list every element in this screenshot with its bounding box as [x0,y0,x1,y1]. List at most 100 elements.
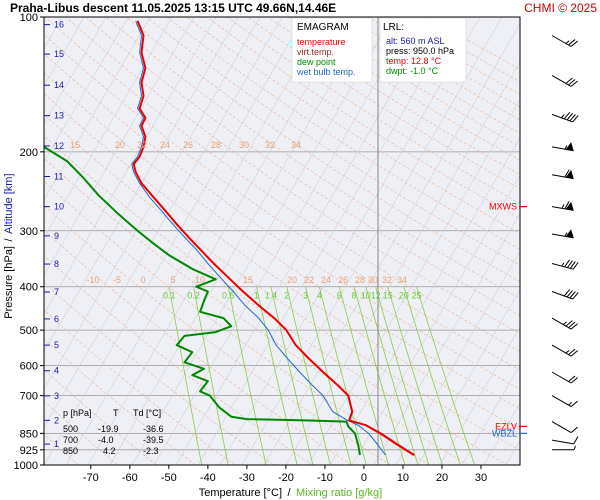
dry-adiabat-label: 15 [70,140,80,150]
wind-barb-staff [551,371,572,384]
x-axis-title: Temperature [°C] / Mixing ratio [g/kg] [199,487,382,499]
plot-frame [43,16,521,466]
skew-guide [329,137,520,465]
series-line-wet-bulb-temp [131,20,386,456]
skew-guide [44,17,283,428]
dry-adiabat [166,17,520,250]
temperature-tick-label: 30 [475,472,487,484]
altitude-tick-label: 5 [54,340,59,350]
dry-adiabat-label: 34 [291,140,301,150]
pressure-tick-label: 850 [20,428,38,440]
mixing-ratio-label: 1.4 [265,291,278,301]
table-row-500-td: -36.6 [143,424,164,434]
wind-barb-pennant [565,142,574,151]
dry-adiabat-label: 5 [170,275,175,285]
wind-barb-half [561,114,565,119]
dry-adiabat-label: 30 [368,275,378,285]
wind-barb [551,344,578,357]
mixing-ratio-labels: 0.1 0.2 0.5 1 1.4 2 3 4 6 8 10 12 15 20 25 [163,291,422,301]
level-marker-label: WBZL [492,428,517,438]
mixing-ratio-line [227,286,267,465]
wind-barb-half [562,321,567,325]
temperature-tick-label: -50 [161,472,177,484]
dry-adiabat-label: 24 [321,275,331,285]
altitude-tick-label: 1 [54,439,59,449]
sounding-table: p [hPa] T Td [°C] 500 -19.9 -36.6 700 -4… [63,408,164,456]
wind-barb-half [573,445,576,450]
mixing-ratio-line [168,286,203,465]
mixing-ratio-line [387,286,443,465]
lrl-alt: alt: 560 m ASL [386,36,445,46]
wind-barb-half [565,349,570,354]
mixing-ratio-line [416,286,475,465]
wind-barbs [551,35,579,451]
temperature-tick-label: -70 [83,472,99,484]
wind-barb-half [568,401,573,406]
wind-barb-full [570,350,578,357]
wind-barb-full [570,40,578,47]
altitude-tick-label: 14 [54,80,64,90]
wind-barb-full [564,169,570,178]
wind-barb-staff [551,291,573,300]
x-axis-label-temperature: Temperature [°C] [199,487,282,499]
altitude-tick-label: 4 [54,366,59,376]
dry-adiabat [44,113,520,451]
wind-barb [551,395,578,408]
temperature-tick-label: -40 [200,472,216,484]
table-header-t: T [113,408,119,418]
pressure-tick-label: 700 [20,391,38,403]
skew-guide [219,17,481,465]
skew-guide [44,17,107,125]
dry-adiabat [44,135,508,465]
temperature-tick-label: 0 [361,472,367,484]
dry-adiabat-label: 32 [265,140,275,150]
skew-guide [153,17,415,465]
plot-area [44,17,520,465]
pressure-ticks: 100 200 300 400 500 600 700 850 925 1000 [14,12,44,472]
altitude-tick-label: 7 [54,287,59,297]
wind-barb [551,169,574,180]
pressure-tick-label: 600 [20,361,38,373]
wind-barb-full [569,114,576,122]
table-header-td: Td [°C] [133,408,161,418]
level-marker-label: EZLV [495,421,517,431]
wind-barb-full [565,77,573,84]
mixing-ratio-label: 8 [352,291,357,301]
pressure-tick-label: 500 [20,325,38,337]
y-axis-title: Pressure [hPa] / Altitude [km] [3,173,15,318]
legend-heading: EMAGRAM [297,22,349,33]
wind-barb-full [570,426,578,433]
altitude-tick-label: 12 [54,141,64,151]
wind-barb-staff [551,74,572,87]
pressure-tick-label: 925 [20,445,38,457]
dry-adiabat [44,204,391,465]
dry-adiabat [44,157,469,465]
mixing-ratio-line [403,286,461,465]
skew-guide [307,99,520,465]
wind-barb [551,74,578,87]
wind-barb-staff [551,395,572,408]
dry-adiabat [44,255,313,465]
wind-barb-full [564,259,570,268]
altitude-tick-label: 3 [54,391,59,401]
wind-barb-full [569,261,576,269]
wind-barb-full [570,323,578,330]
dry-adiabat-label: -10 [86,275,99,285]
wind-barb-pennant [565,201,574,211]
skew-guide [44,17,195,277]
pressure-tick-label: 400 [20,282,38,294]
dry-adiabat-label: 22 [137,140,147,150]
wind-barb-staff [551,317,572,330]
wind-barb-half [564,145,568,150]
wind-barb-full [572,115,579,123]
mixing-ratio-label: 2 [284,291,289,301]
dry-adiabat-labels: 15 20 22 24 26 28 30 32 34-10 -5 0 5 10 15 20 22 24 26 28 3… [70,140,407,285]
wind-barb-full [564,201,570,210]
wind-barb-full [565,320,573,327]
dry-adiabat [227,17,520,204]
altitude-tick-label: 6 [54,314,59,324]
dry-adiabat-label: 28 [355,275,365,285]
